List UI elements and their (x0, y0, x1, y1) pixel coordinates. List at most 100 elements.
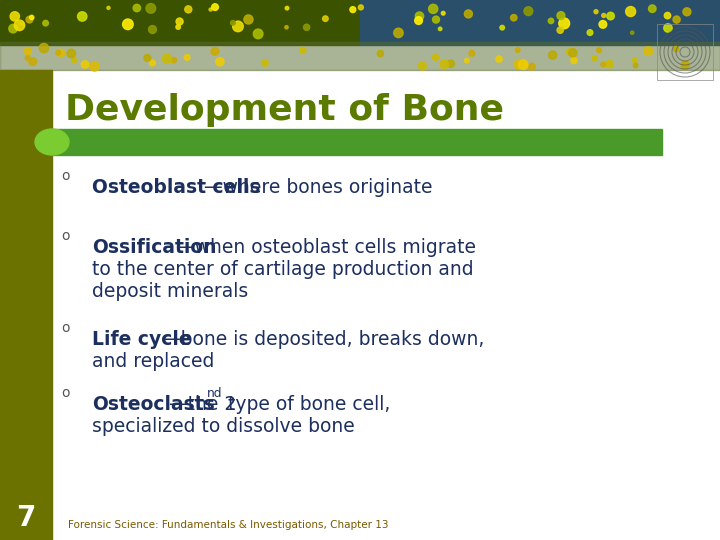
Circle shape (518, 60, 528, 70)
Text: Osteoclasts: Osteoclasts (92, 395, 215, 414)
Circle shape (55, 50, 60, 55)
Circle shape (469, 50, 474, 56)
Text: nd: nd (207, 387, 222, 400)
Circle shape (148, 25, 156, 33)
Circle shape (549, 18, 554, 24)
Text: type of bone cell,: type of bone cell, (222, 395, 390, 414)
Circle shape (587, 30, 593, 36)
Circle shape (521, 62, 526, 67)
Text: o: o (62, 229, 71, 243)
Circle shape (81, 60, 89, 68)
Text: o: o (62, 386, 71, 400)
Circle shape (171, 57, 176, 63)
Text: —where bones originate: —where bones originate (204, 178, 433, 197)
Circle shape (21, 22, 24, 25)
Circle shape (209, 8, 212, 11)
Circle shape (216, 58, 224, 66)
Circle shape (594, 10, 598, 14)
Circle shape (133, 4, 140, 12)
Circle shape (464, 58, 469, 63)
Circle shape (230, 21, 235, 25)
Circle shape (57, 49, 65, 57)
Text: —the 2: —the 2 (169, 395, 236, 414)
Circle shape (440, 60, 449, 69)
Circle shape (415, 12, 423, 21)
Circle shape (524, 7, 533, 16)
Circle shape (602, 14, 606, 17)
Circle shape (212, 4, 218, 10)
Circle shape (211, 48, 219, 55)
Text: Forensic Science: Fundamentals & Investigations, Chapter 13: Forensic Science: Fundamentals & Investi… (68, 520, 389, 530)
Circle shape (29, 58, 37, 65)
Circle shape (649, 5, 656, 12)
Circle shape (514, 59, 523, 69)
Circle shape (516, 48, 520, 52)
Circle shape (634, 63, 638, 68)
Circle shape (78, 12, 87, 21)
Circle shape (359, 5, 364, 10)
Circle shape (665, 12, 671, 19)
Circle shape (176, 18, 183, 25)
Circle shape (464, 10, 472, 18)
Circle shape (441, 11, 445, 15)
Text: Ossification: Ossification (92, 238, 217, 257)
Circle shape (90, 62, 99, 71)
Circle shape (394, 28, 403, 38)
Circle shape (300, 47, 306, 53)
Text: and replaced: and replaced (92, 352, 215, 371)
Circle shape (285, 25, 288, 29)
Circle shape (683, 8, 691, 16)
Circle shape (144, 55, 151, 62)
Circle shape (510, 15, 517, 21)
Circle shape (184, 55, 190, 60)
Circle shape (261, 59, 269, 66)
Circle shape (9, 24, 17, 33)
Circle shape (438, 27, 442, 31)
Circle shape (122, 19, 133, 30)
Bar (657, 24, 713, 80)
Circle shape (10, 12, 19, 21)
Text: —bone is deposited, breaks down,: —bone is deposited, breaks down, (162, 330, 485, 349)
Circle shape (557, 12, 565, 19)
Circle shape (549, 51, 557, 59)
Bar (0, 42, 720, 70)
Circle shape (601, 62, 606, 67)
Text: to the center of cartilage production and: to the center of cartilage production an… (92, 260, 474, 279)
Circle shape (597, 48, 602, 52)
Circle shape (428, 4, 438, 14)
Circle shape (599, 21, 607, 28)
Circle shape (632, 58, 637, 63)
Bar (360, 0, 720, 45)
Circle shape (606, 60, 613, 68)
Text: o: o (62, 169, 71, 183)
Circle shape (500, 25, 505, 30)
Ellipse shape (35, 129, 69, 155)
Text: Development of Bone: Development of Bone (65, 93, 504, 127)
Circle shape (415, 17, 423, 24)
Circle shape (25, 56, 30, 60)
Circle shape (644, 47, 652, 56)
Text: 7: 7 (17, 504, 36, 532)
Text: Osteoblast cells: Osteoblast cells (92, 178, 261, 197)
Circle shape (149, 60, 156, 66)
Circle shape (176, 25, 181, 29)
Circle shape (323, 16, 328, 22)
Circle shape (681, 61, 689, 69)
Circle shape (571, 57, 577, 64)
Circle shape (673, 46, 679, 52)
Circle shape (244, 15, 253, 24)
Text: deposit minerals: deposit minerals (92, 282, 248, 301)
Text: o: o (62, 321, 71, 335)
Circle shape (253, 29, 263, 39)
Text: specialized to dissolve bone: specialized to dissolve bone (92, 417, 355, 436)
Circle shape (30, 15, 34, 19)
Circle shape (350, 6, 356, 12)
Circle shape (185, 6, 192, 13)
Circle shape (26, 16, 33, 23)
Circle shape (432, 54, 438, 60)
Circle shape (72, 58, 76, 63)
Circle shape (163, 54, 171, 63)
Circle shape (377, 50, 384, 57)
Circle shape (626, 6, 636, 17)
Circle shape (67, 49, 76, 58)
